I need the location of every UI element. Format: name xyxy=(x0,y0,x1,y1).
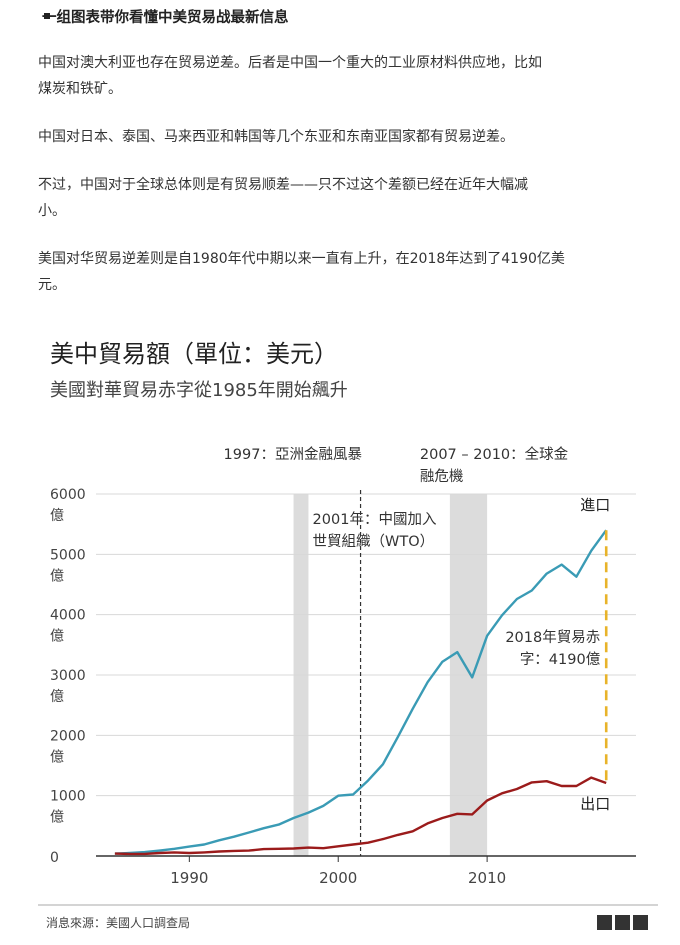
x-tick-label: 2010 xyxy=(468,869,506,887)
bullet-icon xyxy=(44,13,50,19)
paragraph-line: 元。 xyxy=(38,277,66,293)
article-heading: 一组图表带你看懂中美贸易战最新信息 xyxy=(42,10,289,26)
y-tick-label: 2000 億 xyxy=(50,728,86,765)
chart-subtitle: 美國對華貿易赤字從1985年開始飆升 xyxy=(50,380,348,401)
x-tick-label: 2000 xyxy=(319,869,357,887)
x-tick-label: 1990 xyxy=(170,869,208,887)
event-line-label: 2001年：中國加入世貿組織（WTO） xyxy=(313,511,437,550)
shaded-period-label: 2007 – 2010：全球金融危機 xyxy=(420,445,569,485)
trade-chart: 美中貿易額（單位：美元） 美國對華貿易赤字從1985年開始飆升 1997：亞洲金… xyxy=(38,320,658,940)
series-label: 出口 xyxy=(580,795,610,813)
y-tick-label: 6000 億 xyxy=(50,487,86,524)
paragraph-line: 美国对华贸易逆差则是自1980年代中期以来一直有上升，在2018年达到了4190… xyxy=(38,251,565,267)
deficit-label: 2018年貿易赤字：4190億 xyxy=(505,629,600,668)
paragraph-line: 中国对日本、泰国、马来西亚和韩国等几个东亚和东南亚国家都有贸易逆差。 xyxy=(38,129,514,145)
chart-title: 美中貿易額（單位：美元） xyxy=(50,340,338,368)
y-tick-label: 4000 億 xyxy=(50,608,86,645)
series-line xyxy=(114,776,607,856)
paragraph-line: 煤炭和铁矿。 xyxy=(38,81,122,97)
y-tick-label: 3000 億 xyxy=(50,668,86,705)
paragraph-line: 不过，中国对于全球总体则是有贸易顺差——只不过这个差额已经在近年大幅减 xyxy=(38,177,528,193)
series-label: 進口 xyxy=(580,496,610,514)
source-note: 消息來源：美國人口調查局 xyxy=(46,915,190,930)
bbc-logo xyxy=(597,915,648,930)
paragraph-line: 小。 xyxy=(38,203,66,219)
y-tick-label: 5000 億 xyxy=(50,547,86,584)
y-tick-label: 0 xyxy=(50,850,59,866)
paragraph-line: 中国对澳大利亚也存在贸易逆差。后者是中国一个重大的工业原材料供应地，比如 xyxy=(38,55,542,71)
shaded-period-label: 1997：亞洲金融風暴 xyxy=(224,446,362,463)
y-tick-label: 1000 億 xyxy=(50,789,86,826)
series-line xyxy=(114,529,608,855)
trade-chart-svg: 美中貿易額（單位：美元） 美國對華貿易赤字從1985年開始飆升 1997：亞洲金… xyxy=(38,340,658,930)
